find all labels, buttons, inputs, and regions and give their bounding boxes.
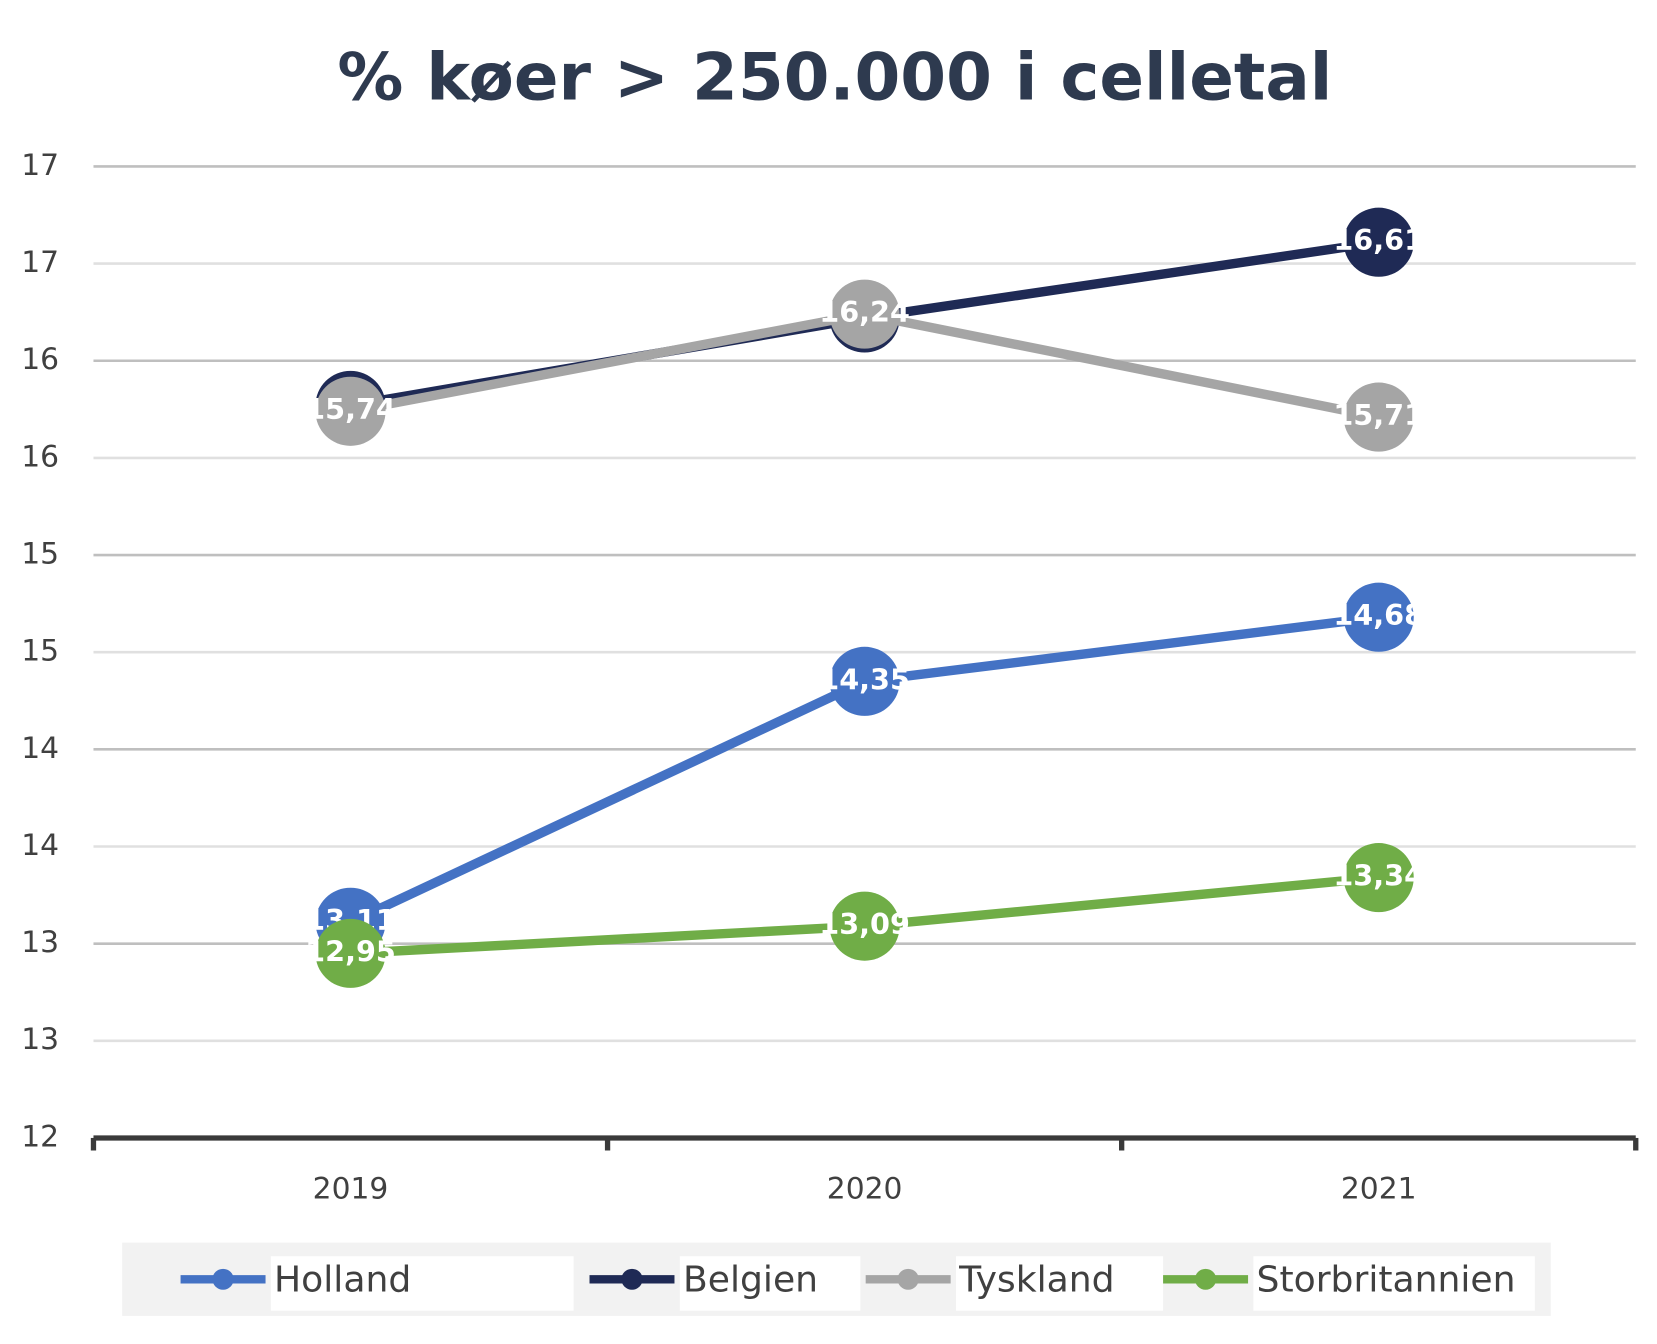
legend-label-bg (270, 1256, 574, 1311)
legend-label: Tyskland (958, 1260, 1114, 1301)
x-tick-label: 2020 (827, 1172, 903, 1206)
data-point (1343, 382, 1414, 452)
y-tick-label: 13 (21, 925, 59, 959)
legend-label-bg (679, 1256, 861, 1311)
y-tick-label: 14 (21, 828, 59, 862)
data-point (829, 646, 900, 716)
y-tick-label: 12 (21, 1120, 59, 1154)
data-point (829, 891, 900, 961)
y-tick-label: 17 (21, 148, 59, 182)
y-tick-label: 14 (21, 731, 59, 765)
legend-label-bg (955, 1256, 1164, 1311)
legend-label: Belgien (683, 1260, 818, 1301)
data-label: 14,68 (1333, 599, 1424, 632)
y-tick-label: 16 (21, 342, 59, 376)
legend-marker (1194, 1268, 1217, 1290)
legend-label: Holland (274, 1260, 411, 1301)
x-tick-label: 2019 (313, 1172, 389, 1206)
data-label: 15,71 (1333, 399, 1424, 432)
data-point (315, 376, 386, 446)
data-label: 13,34 (1333, 860, 1424, 893)
y-tick-label: 16 (21, 440, 59, 474)
data-point (1343, 582, 1414, 652)
y-tick-label: 15 (21, 634, 59, 668)
legend-label: Storbritannien (1257, 1260, 1516, 1301)
data-label: 14,35 (819, 663, 910, 696)
data-label: 13,09 (819, 908, 910, 941)
legend-marker (621, 1268, 643, 1290)
chart-title: % køer > 250.000 i celletal (337, 40, 1332, 115)
data-label: 16,61 (1333, 224, 1424, 257)
legend-marker (897, 1268, 919, 1290)
data-label: 12,95 (305, 935, 396, 968)
data-point (315, 918, 386, 988)
data-point (1343, 207, 1414, 277)
data-point (1343, 843, 1414, 913)
data-label: 15,74 (305, 393, 396, 426)
data-label: 16,24 (819, 296, 910, 329)
y-tick-label: 15 (21, 537, 59, 571)
legend-label-bg (1253, 1256, 1535, 1311)
y-tick-label: 17 (21, 245, 59, 279)
data-point (829, 279, 900, 349)
x-tick-label: 2021 (1341, 1172, 1417, 1206)
y-tick-label: 13 (21, 1022, 59, 1056)
legend-marker (212, 1268, 234, 1290)
